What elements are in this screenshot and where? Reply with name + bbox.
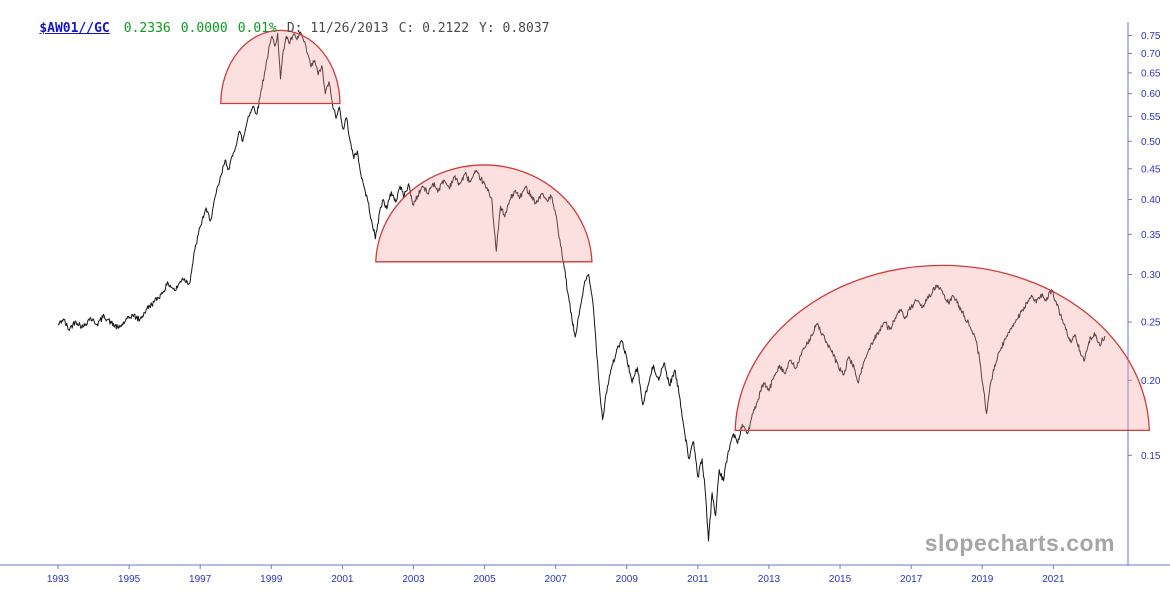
y-tick-label: 0.60 bbox=[1141, 89, 1161, 100]
dome-annotation-2[interactable] bbox=[375, 164, 593, 263]
x-tick-label: 2021 bbox=[1042, 574, 1065, 585]
x-tick-label: 2007 bbox=[545, 574, 568, 585]
x-tick-label: 2017 bbox=[900, 574, 923, 585]
y-tick-label: 0.25 bbox=[1141, 318, 1161, 329]
y-tick-label: 0.45 bbox=[1141, 164, 1161, 175]
y-tick-label: 0.75 bbox=[1141, 31, 1161, 42]
y-tick-label: 0.20 bbox=[1141, 376, 1161, 387]
y-tick-label: 0.15 bbox=[1141, 451, 1161, 462]
x-tick-label: 2005 bbox=[473, 574, 496, 585]
symbol-link[interactable]: $AW01//GC bbox=[39, 21, 110, 36]
y-tick-label: 0.35 bbox=[1141, 230, 1161, 241]
x-tick-label: 1995 bbox=[118, 574, 141, 585]
x-tick-label: 2015 bbox=[829, 574, 852, 585]
y-tick-label: 0.40 bbox=[1141, 195, 1161, 206]
date-readout: D: 11/26/2013 bbox=[286, 21, 389, 36]
year-readout: Y: 0.8037 bbox=[479, 21, 550, 36]
y-tick-label: 0.65 bbox=[1141, 68, 1161, 79]
dome-annotation-1[interactable] bbox=[220, 29, 341, 105]
x-tick-label: 2013 bbox=[758, 574, 781, 585]
price-line bbox=[57, 31, 1106, 542]
quote-bar: $AW01//GC 0.2336 0.0000 0.01% D: 11/26/2013 C… bbox=[8, 6, 560, 51]
x-tick-label: 1993 bbox=[47, 574, 70, 585]
x-tick-label: 2009 bbox=[616, 574, 639, 585]
y-tick-label: 0.30 bbox=[1141, 270, 1161, 281]
y-tick-label: 0.55 bbox=[1141, 112, 1161, 123]
x-tick-label: 2001 bbox=[331, 574, 354, 585]
x-tick-label: 2019 bbox=[971, 574, 994, 585]
price-change: 0.0000 bbox=[180, 21, 228, 36]
x-tick-label: 1999 bbox=[260, 574, 283, 585]
close-readout: C: 0.2122 bbox=[398, 21, 470, 36]
price-change-pct: 0.01% bbox=[237, 21, 277, 36]
watermark: slopecharts.com bbox=[924, 530, 1115, 556]
x-tick-label: 2003 bbox=[402, 574, 425, 585]
x-tick-label: 2011 bbox=[687, 574, 709, 585]
last-price: 0.2336 bbox=[123, 21, 171, 36]
x-tick-label: 1997 bbox=[189, 574, 212, 585]
y-tick-label: 0.50 bbox=[1141, 137, 1161, 148]
dome-annotation-3[interactable] bbox=[734, 264, 1150, 432]
y-tick-label: 0.70 bbox=[1141, 49, 1161, 60]
